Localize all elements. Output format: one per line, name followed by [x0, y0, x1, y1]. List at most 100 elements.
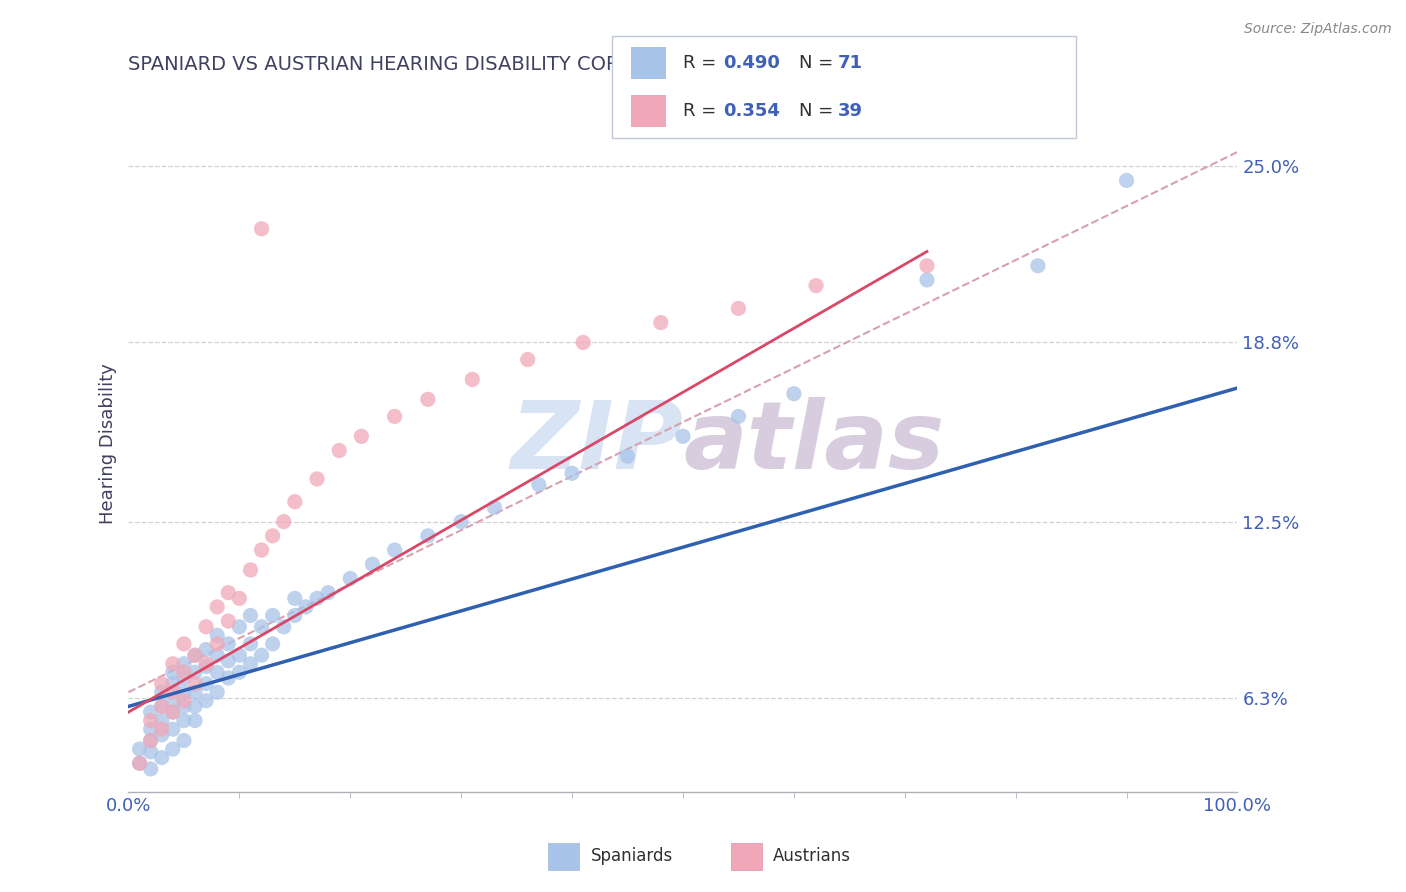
Y-axis label: Hearing Disability: Hearing Disability: [100, 363, 117, 524]
Text: ZIP: ZIP: [510, 398, 683, 490]
Point: [239, 657, 262, 671]
Point: [572, 335, 595, 350]
Text: N =: N =: [799, 102, 838, 120]
Text: 39: 39: [838, 102, 863, 120]
Point: [384, 409, 406, 424]
Point: [484, 500, 506, 515]
Point: [672, 429, 695, 443]
Point: [804, 278, 827, 293]
Point: [783, 386, 806, 401]
Point: [205, 665, 228, 680]
Point: [250, 221, 273, 235]
Point: [416, 392, 439, 407]
Point: [305, 472, 328, 486]
Point: [1115, 173, 1137, 187]
Point: [150, 676, 173, 690]
Point: [150, 699, 173, 714]
Point: [250, 648, 273, 663]
Point: [205, 599, 228, 614]
Text: Source: ZipAtlas.com: Source: ZipAtlas.com: [1244, 22, 1392, 37]
Point: [328, 443, 350, 458]
Point: [162, 685, 184, 699]
Point: [195, 620, 218, 634]
Point: [284, 494, 307, 508]
Point: [150, 750, 173, 764]
Point: [217, 654, 239, 668]
Point: [284, 591, 307, 606]
Point: [561, 467, 583, 481]
Text: 0.354: 0.354: [723, 102, 779, 120]
Text: Spaniards: Spaniards: [591, 847, 672, 865]
Point: [184, 685, 207, 699]
Text: 71: 71: [838, 54, 863, 72]
Point: [384, 543, 406, 558]
Point: [239, 563, 262, 577]
Point: [527, 477, 550, 491]
Point: [228, 591, 250, 606]
Point: [250, 543, 273, 558]
Point: [139, 722, 162, 736]
Point: [162, 676, 184, 690]
Text: N =: N =: [799, 54, 838, 72]
Point: [139, 745, 162, 759]
Point: [516, 352, 538, 367]
Point: [162, 742, 184, 756]
Point: [350, 429, 373, 443]
Point: [162, 705, 184, 719]
Point: [262, 637, 284, 651]
Point: [1026, 259, 1049, 273]
Point: [128, 756, 150, 771]
Point: [195, 676, 218, 690]
Point: [173, 699, 195, 714]
Point: [162, 722, 184, 736]
Point: [239, 637, 262, 651]
Point: [915, 259, 938, 273]
Point: [262, 608, 284, 623]
Point: [173, 665, 195, 680]
Point: [173, 671, 195, 685]
Point: [139, 733, 162, 747]
Text: SPANIARD VS AUSTRIAN HEARING DISABILITY CORRELATION CHART: SPANIARD VS AUSTRIAN HEARING DISABILITY …: [128, 55, 789, 74]
Point: [316, 585, 339, 599]
Point: [150, 699, 173, 714]
Point: [162, 694, 184, 708]
Point: [217, 585, 239, 599]
Point: [150, 728, 173, 742]
Point: [173, 733, 195, 747]
Point: [361, 558, 384, 572]
Point: [195, 694, 218, 708]
Text: atlas: atlas: [683, 398, 945, 490]
Point: [262, 529, 284, 543]
Point: [416, 529, 439, 543]
Point: [616, 449, 638, 463]
Text: R =: R =: [683, 54, 723, 72]
Point: [139, 705, 162, 719]
Point: [139, 714, 162, 728]
Point: [150, 685, 173, 699]
Point: [173, 694, 195, 708]
Point: [239, 608, 262, 623]
Point: [250, 620, 273, 634]
Point: [217, 637, 239, 651]
Point: [205, 637, 228, 651]
Point: [228, 648, 250, 663]
Point: [173, 637, 195, 651]
Text: R =: R =: [683, 102, 723, 120]
Point: [195, 657, 218, 671]
Point: [162, 657, 184, 671]
Point: [273, 515, 295, 529]
Point: [205, 648, 228, 663]
Text: Austrians: Austrians: [773, 847, 851, 865]
Point: [727, 409, 749, 424]
Point: [184, 665, 207, 680]
Point: [195, 642, 218, 657]
Point: [139, 733, 162, 747]
Point: [173, 685, 195, 699]
Point: [184, 648, 207, 663]
Point: [150, 714, 173, 728]
Point: [173, 714, 195, 728]
Point: [295, 599, 318, 614]
Point: [228, 665, 250, 680]
Point: [915, 273, 938, 287]
Point: [217, 614, 239, 628]
